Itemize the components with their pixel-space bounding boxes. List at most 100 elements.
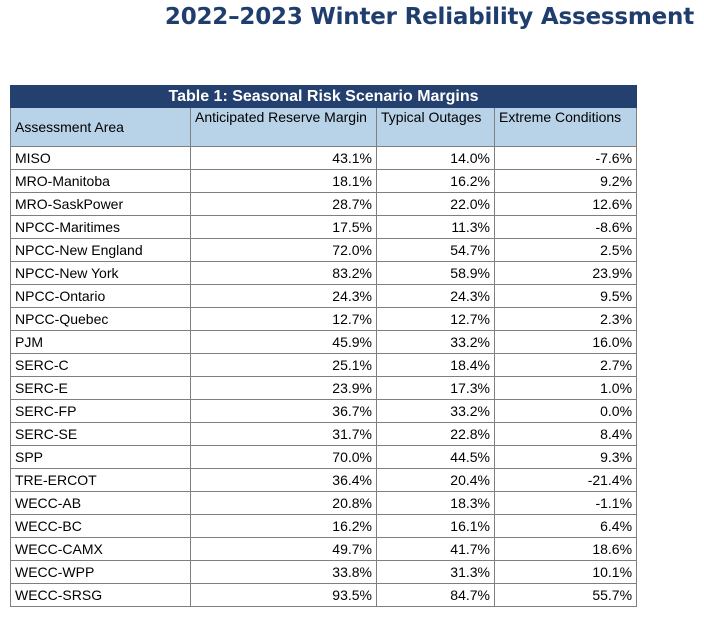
extreme-conditions-cell: 9.2% — [493, 169, 638, 193]
area-cell: MRO-Manitoba — [10, 169, 191, 193]
reserve-margin-cell: 72.0% — [190, 238, 377, 262]
typical-outages-cell: 12.7% — [376, 307, 495, 331]
reserve-margin-cell: 16.2% — [190, 514, 377, 538]
table-row: NPCC-Quebec 12.7% 12.7% 2.3% — [10, 307, 638, 331]
header-extreme-conditions: Extreme Conditions — [493, 107, 638, 147]
extreme-conditions-cell: -7.6% — [493, 146, 638, 170]
reserve-margin-cell: 28.7% — [190, 192, 377, 216]
typical-outages-cell: 22.8% — [376, 422, 495, 446]
reserve-margin-cell: 24.3% — [190, 284, 377, 308]
table-row: WECC-BC 16.2% 16.1% 6.4% — [10, 514, 638, 538]
area-cell: NPCC-New England — [10, 238, 191, 262]
typical-outages-cell: 18.3% — [376, 491, 495, 515]
reserve-margin-cell: 43.1% — [190, 146, 377, 170]
area-cell: NPCC-New York — [10, 261, 191, 285]
table-row: NPCC-New York 83.2% 58.9% 23.9% — [10, 261, 638, 285]
extreme-conditions-cell: 12.6% — [493, 192, 638, 216]
table-row: NPCC-New England 72.0% 54.7% 2.5% — [10, 238, 638, 262]
area-cell: NPCC-Ontario — [10, 284, 191, 308]
risk-margins-table: Table 1: Seasonal Risk Scenario Margins … — [9, 85, 638, 607]
extreme-conditions-cell: 0.0% — [493, 399, 638, 423]
table-row: WECC-WPP 33.8% 31.3% 10.1% — [10, 560, 638, 584]
header-anticipated-reserve-margin: Anticipated Reserve Margin — [190, 107, 377, 147]
area-cell: SERC-FP — [10, 399, 191, 423]
typical-outages-cell: 84.7% — [376, 583, 495, 607]
table-caption: Table 1: Seasonal Risk Scenario Margins — [9, 85, 638, 108]
reserve-margin-cell: 31.7% — [190, 422, 377, 446]
table-row: SPP 70.0% 44.5% 9.3% — [10, 445, 638, 469]
typical-outages-cell: 11.3% — [376, 215, 495, 239]
table-row: NPCC-Ontario 24.3% 24.3% 9.5% — [10, 284, 638, 308]
typical-outages-cell: 58.9% — [376, 261, 495, 285]
area-cell: WECC-BC — [10, 514, 191, 538]
area-cell: SERC-C — [10, 353, 191, 377]
typical-outages-cell: 17.3% — [376, 376, 495, 400]
area-cell: NPCC-Quebec — [10, 307, 191, 331]
reserve-margin-cell: 36.4% — [190, 468, 377, 492]
extreme-conditions-cell: 23.9% — [493, 261, 638, 285]
header-typical-outages: Typical Outages — [376, 107, 495, 147]
typical-outages-cell: 31.3% — [376, 560, 495, 584]
table-row: SERC-FP 36.7% 33.2% 0.0% — [10, 399, 638, 423]
table-row: MRO-Manitoba 18.1% 16.2% 9.2% — [10, 169, 638, 193]
typical-outages-cell: 16.2% — [376, 169, 495, 193]
table-row: MISO 43.1% 14.0% -7.6% — [10, 146, 638, 170]
extreme-conditions-cell: 9.3% — [493, 445, 638, 469]
table-row: MRO-SaskPower 28.7% 22.0% 12.6% — [10, 192, 638, 216]
typical-outages-cell: 41.7% — [376, 537, 495, 561]
table-body: MISO 43.1% 14.0% -7.6% MRO-Manitoba 18.1% 16.2… — [10, 146, 638, 607]
extreme-conditions-cell: 1.0% — [493, 376, 638, 400]
extreme-conditions-cell: -1.1% — [493, 491, 638, 515]
reserve-margin-cell: 25.1% — [190, 353, 377, 377]
reserve-margin-cell: 70.0% — [190, 445, 377, 469]
table-row: NPCC-Maritimes 17.5% 11.3% -8.6% — [10, 215, 638, 239]
reserve-margin-cell: 49.7% — [190, 537, 377, 561]
table-row: SERC-SE 31.7% 22.8% 8.4% — [10, 422, 638, 446]
reserve-margin-cell: 23.9% — [190, 376, 377, 400]
extreme-conditions-cell: 8.4% — [493, 422, 638, 446]
extreme-conditions-cell: 9.5% — [493, 284, 638, 308]
reserve-margin-cell: 93.5% — [190, 583, 377, 607]
reserve-margin-cell: 17.5% — [190, 215, 377, 239]
area-cell: WECC-AB — [10, 491, 191, 515]
reserve-margin-cell: 45.9% — [190, 330, 377, 354]
typical-outages-cell: 24.3% — [376, 284, 495, 308]
header-assessment-area: Assessment Area — [10, 107, 191, 147]
reserve-margin-cell: 20.8% — [190, 491, 377, 515]
table-row: WECC-SRSG 93.5% 84.7% 55.7% — [10, 583, 638, 607]
reserve-margin-cell: 33.8% — [190, 560, 377, 584]
extreme-conditions-cell: -21.4% — [493, 468, 638, 492]
reserve-margin-cell: 12.7% — [190, 307, 377, 331]
reserve-margin-cell: 18.1% — [190, 169, 377, 193]
typical-outages-cell: 14.0% — [376, 146, 495, 170]
table-row: WECC-AB 20.8% 18.3% -1.1% — [10, 491, 638, 515]
area-cell: SERC-E — [10, 376, 191, 400]
typical-outages-cell: 22.0% — [376, 192, 495, 216]
extreme-conditions-cell: 2.3% — [493, 307, 638, 331]
area-cell: NPCC-Maritimes — [10, 215, 191, 239]
reserve-margin-cell: 36.7% — [190, 399, 377, 423]
extreme-conditions-cell: 55.7% — [493, 583, 638, 607]
reserve-margin-cell: 83.2% — [190, 261, 377, 285]
typical-outages-cell: 54.7% — [376, 238, 495, 262]
table-row: SERC-C 25.1% 18.4% 2.7% — [10, 353, 638, 377]
area-cell: WECC-CAMX — [10, 537, 191, 561]
typical-outages-cell: 20.4% — [376, 468, 495, 492]
area-cell: WECC-SRSG — [10, 583, 191, 607]
extreme-conditions-cell: 16.0% — [493, 330, 638, 354]
typical-outages-cell: 16.1% — [376, 514, 495, 538]
document-title: 2022–2023 Winter Reliability Assessment — [164, 4, 694, 30]
table-row: WECC-CAMX 49.7% 41.7% 18.6% — [10, 537, 638, 561]
extreme-conditions-cell: -8.6% — [493, 215, 638, 239]
area-cell: WECC-WPP — [10, 560, 191, 584]
area-cell: TRE-ERCOT — [10, 468, 191, 492]
typical-outages-cell: 18.4% — [376, 353, 495, 377]
extreme-conditions-cell: 2.7% — [493, 353, 638, 377]
extreme-conditions-cell: 18.6% — [493, 537, 638, 561]
area-cell: PJM — [10, 330, 191, 354]
table-row: TRE-ERCOT 36.4% 20.4% -21.4% — [10, 468, 638, 492]
typical-outages-cell: 33.2% — [376, 399, 495, 423]
area-cell: MRO-SaskPower — [10, 192, 191, 216]
extreme-conditions-cell: 6.4% — [493, 514, 638, 538]
typical-outages-cell: 44.5% — [376, 445, 495, 469]
